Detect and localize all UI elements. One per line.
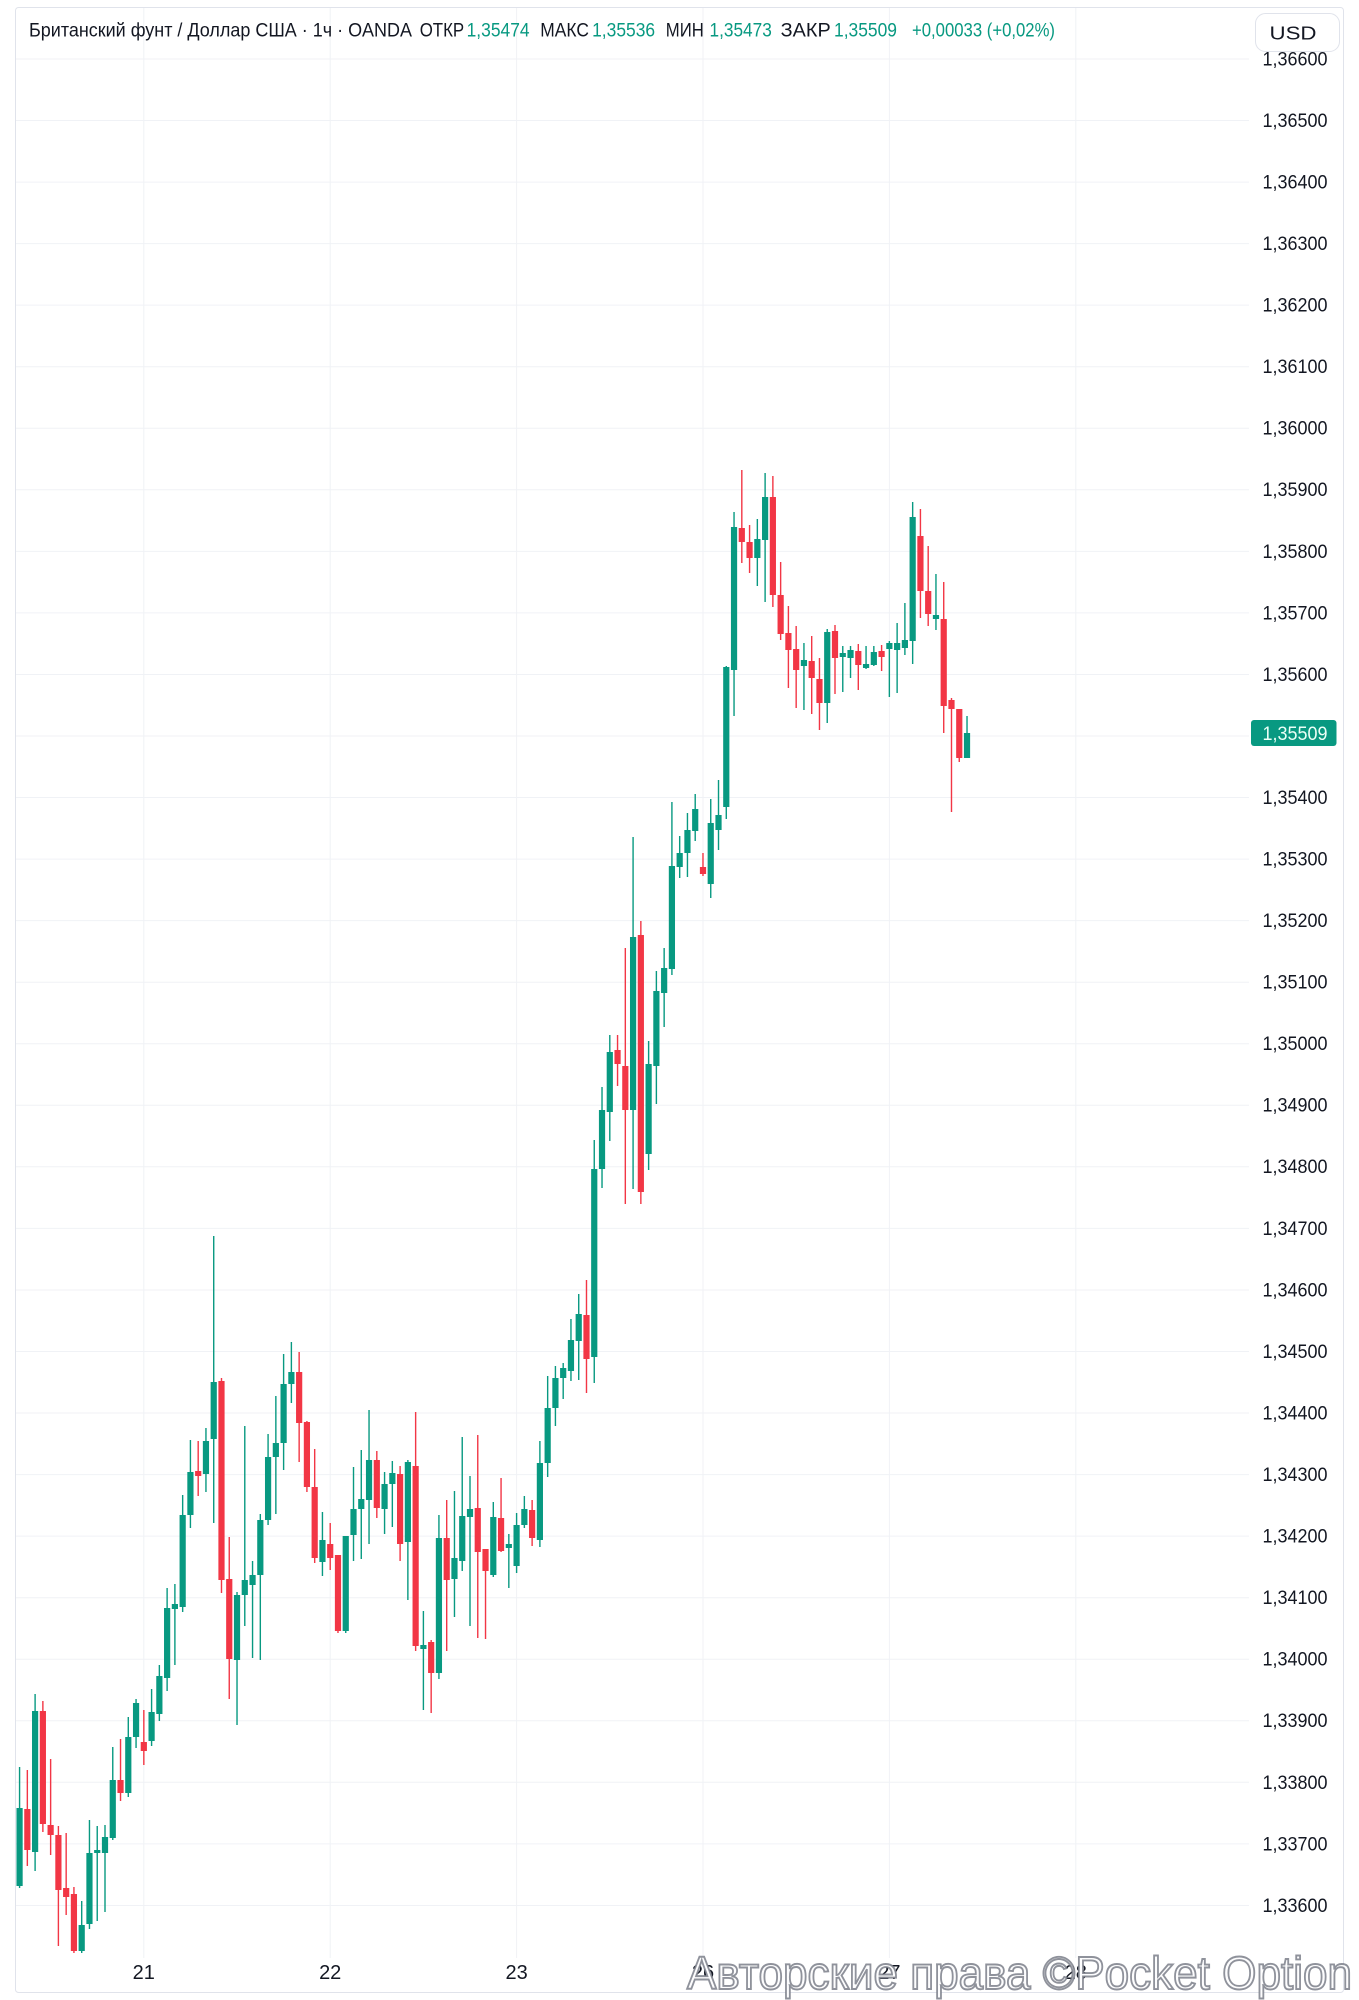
svg-text:1,35900: 1,35900 xyxy=(1263,480,1328,501)
svg-text:1,35800: 1,35800 xyxy=(1263,542,1328,563)
svg-text:28: 28 xyxy=(1065,1962,1087,1984)
svg-text:1,33800: 1,33800 xyxy=(1263,1773,1328,1794)
svg-text:23: 23 xyxy=(505,1962,527,1984)
svg-text:1,34400: 1,34400 xyxy=(1263,1404,1328,1425)
svg-text:26: 26 xyxy=(692,1962,714,1984)
svg-text:27: 27 xyxy=(878,1962,900,1984)
svg-text:МИН: МИН xyxy=(666,21,704,42)
svg-text:1,34600: 1,34600 xyxy=(1263,1280,1328,1301)
svg-text:ЗАКР: ЗАКР xyxy=(781,21,831,42)
svg-text:1,36600: 1,36600 xyxy=(1263,49,1328,70)
svg-text:1,35509: 1,35509 xyxy=(834,21,897,42)
svg-text:1,34000: 1,34000 xyxy=(1263,1650,1328,1671)
svg-text:1,34800: 1,34800 xyxy=(1263,1157,1328,1178)
svg-text:Авторские права ©Pocket Option: Авторские права ©Pocket Option xyxy=(687,1947,1352,1999)
svg-text:Британский фунт / Доллар США ·: Британский фунт / Доллар США · 1ч · OAND… xyxy=(29,21,412,42)
svg-text:1,34100: 1,34100 xyxy=(1263,1588,1328,1609)
svg-text:1,34700: 1,34700 xyxy=(1263,1219,1328,1240)
svg-text:1,34500: 1,34500 xyxy=(1263,1342,1328,1363)
svg-text:1,33900: 1,33900 xyxy=(1263,1711,1328,1732)
svg-text:1,34300: 1,34300 xyxy=(1263,1465,1328,1486)
svg-text:1,36200: 1,36200 xyxy=(1263,296,1328,317)
svg-text:1,36400: 1,36400 xyxy=(1263,173,1328,194)
svg-text:1,35300: 1,35300 xyxy=(1263,850,1328,871)
svg-text:USD: USD xyxy=(1270,24,1317,44)
svg-text:ОТКР: ОТКР xyxy=(420,21,465,42)
svg-text:1,35700: 1,35700 xyxy=(1263,603,1328,624)
svg-text:1,35400: 1,35400 xyxy=(1263,788,1328,809)
svg-text:1,36500: 1,36500 xyxy=(1263,111,1328,132)
svg-text:1,34900: 1,34900 xyxy=(1263,1096,1328,1117)
svg-text:МАКС: МАКС xyxy=(540,21,589,42)
svg-text:1,36100: 1,36100 xyxy=(1263,357,1328,378)
svg-text:21: 21 xyxy=(133,1962,155,1984)
svg-text:1,36300: 1,36300 xyxy=(1263,234,1328,255)
svg-text:1,33600: 1,33600 xyxy=(1263,1896,1328,1917)
svg-text:1,36000: 1,36000 xyxy=(1263,419,1328,440)
svg-text:1,35474: 1,35474 xyxy=(467,21,530,42)
svg-text:1,35600: 1,35600 xyxy=(1263,665,1328,686)
svg-text:22: 22 xyxy=(319,1962,341,1984)
svg-text:+0,00033 (+0,02%): +0,00033 (+0,02%) xyxy=(912,21,1055,42)
svg-text:1,35473: 1,35473 xyxy=(710,21,772,42)
svg-text:1,35200: 1,35200 xyxy=(1263,911,1328,932)
svg-text:1,33700: 1,33700 xyxy=(1263,1834,1328,1855)
svg-text:1,35536: 1,35536 xyxy=(592,21,655,42)
svg-text:1,35000: 1,35000 xyxy=(1263,1034,1328,1055)
svg-text:1,34200: 1,34200 xyxy=(1263,1527,1328,1548)
svg-text:1,35509: 1,35509 xyxy=(1263,724,1328,745)
svg-text:1,35100: 1,35100 xyxy=(1263,973,1328,994)
